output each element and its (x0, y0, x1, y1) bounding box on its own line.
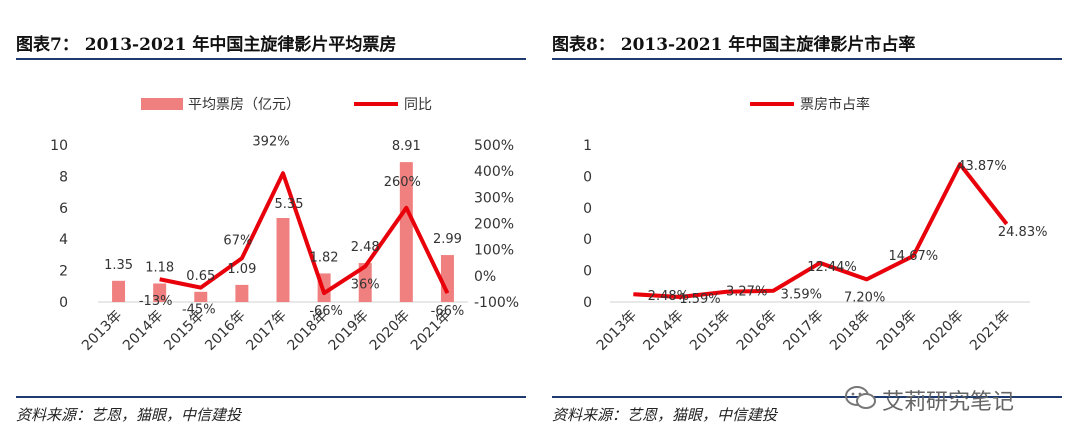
y-tick-label: 0 (583, 169, 592, 185)
right-source-note: 资料来源：艺恩，猫眼，中信建投 (552, 406, 778, 424)
x-tick-label: 2017年 (243, 308, 289, 354)
yoy-data-label: -66% (431, 304, 465, 319)
y-tick-label: 0 (583, 201, 592, 217)
bar-2013年 (112, 280, 126, 302)
bar-2021年 (440, 255, 454, 302)
bar-data-label: 5.35 (275, 197, 304, 212)
yoy-data-label: -66% (309, 304, 343, 319)
market-share-data-label: 43.87% (957, 159, 1007, 174)
left-title-rule (16, 58, 526, 60)
bar-data-label: 1.82 (310, 250, 339, 265)
market-share-data-label: 24.83% (998, 225, 1048, 240)
x-tick-label: 2021年 (967, 308, 1013, 354)
legend-bar-label: 平均票房（亿元） (188, 97, 300, 113)
x-tick-label: 2018年 (285, 308, 331, 354)
y-tick-label: 0 (583, 232, 592, 248)
yoy-line (159, 171, 450, 296)
bar-2020年 (399, 162, 413, 302)
bar-data-label: 1.09 (227, 262, 256, 277)
right-figure-title: 图表8： 2013-2021 年中国主旋律影片市占率 (552, 35, 916, 55)
yoy-data-label: 260% (384, 175, 421, 190)
x-tick-label: 2015年 (687, 308, 733, 354)
yoy-data-label: 67% (223, 233, 252, 248)
y-right-tick-label: 100% (474, 243, 514, 259)
y-right-tick-label: 0% (474, 269, 496, 285)
y-tick-label: 0 (583, 264, 592, 280)
x-tick-label: 2020年 (367, 308, 413, 354)
bar-data-label: 2.99 (433, 232, 462, 247)
bar-2015年 (194, 291, 208, 302)
bar-data-label: 0.65 (186, 269, 215, 284)
right-figure-panel: 图表8： 2013-2021 年中国主旋律影片市占率 票房市占率 0 0 0 0 0 1 2.… (552, 0, 1077, 446)
y-left-tick-label: 0 (59, 295, 68, 311)
watermark-text: 艾莉研究笔记 (882, 390, 1015, 415)
y-left-tick-label: 8 (59, 169, 68, 185)
left-figure-panel: 图表7： 2013-2021 年中国主旋律影片平均票房 平均票房（亿元） 同比 0 2… (16, 0, 541, 446)
legend-line-label: 票房市占率 (800, 96, 870, 113)
yoy-data-label: -45% (182, 303, 216, 318)
x-tick-label: 2016年 (734, 308, 780, 354)
x-tick-label: 2018年 (827, 308, 873, 354)
y-left-tick-label: 10 (50, 138, 68, 154)
watermark: 艾莉研究笔记 (832, 378, 1062, 418)
x-tick-label: 2017年 (780, 308, 826, 354)
y-right-tick-label: -100% (474, 295, 519, 311)
left-box-office-chart: 平均票房（亿元） 同比 0 2 4 6 8 10 -100% 0% 100% 200% 300% 400%… (50, 97, 519, 354)
left-source-rule (16, 396, 526, 398)
wechat-icon (845, 386, 876, 409)
legend-line-label: 同比 (404, 97, 432, 113)
left-figure-title: 图表7： 2013-2021 年中国主旋律影片平均票房 (16, 35, 397, 55)
bar-2017年 (276, 218, 290, 302)
y-tick-label: 0 (583, 295, 592, 311)
bar-data-label: 8.91 (392, 139, 421, 154)
market-share-data-label: 2.48% (648, 289, 689, 304)
x-tick-label: 2013年 (594, 308, 640, 354)
market-share-data-label: 3.59% (781, 288, 822, 303)
y-left-tick-label: 4 (59, 232, 68, 248)
right-source-rule (552, 396, 1062, 398)
bar-2016年 (235, 284, 249, 302)
right-market-share-chart: 票房市占率 0 0 0 0 0 1 2.48%1.59% 3.27% 3.59% 12.44% 7.2… (583, 96, 1048, 354)
market-share-data-label: 7.20% (844, 290, 885, 305)
bar-data-label: 1.18 (145, 260, 174, 275)
x-tick-label: 2014年 (120, 308, 166, 354)
y-right-tick-label: 300% (474, 190, 514, 206)
market-share-data-label: 14.67% (889, 249, 939, 264)
yoy-data-label: -13% (139, 294, 173, 309)
x-tick-label: 2019年 (874, 308, 920, 354)
x-tick-label: 2013年 (79, 308, 125, 354)
yoy-data-label: 392% (252, 134, 289, 149)
x-tick-label: 2014年 (640, 308, 686, 354)
y-right-tick-label: 200% (474, 217, 514, 233)
y-tick-label: 1 (583, 138, 592, 154)
y-left-tick-label: 6 (59, 201, 68, 217)
y-right-tick-label: 500% (474, 138, 514, 154)
y-left-tick-label: 2 (59, 264, 68, 280)
yoy-data-label: 36% (351, 277, 380, 292)
left-source-note: 资料来源：艺恩，猫眼，中信建投 (16, 406, 242, 424)
y-right-tick-label: 400% (474, 164, 514, 180)
bar-data-label: 1.35 (104, 258, 133, 273)
market-share-data-label: 1.59% (679, 292, 720, 307)
bar-2014年 (153, 283, 167, 302)
x-tick-label: 2020年 (920, 308, 966, 354)
bar-data-label: 2.48 (351, 240, 380, 255)
market-share-data-label: 3.27% (726, 285, 767, 300)
legend-bar-swatch (141, 98, 183, 110)
market-share-data-label: 12.44% (807, 260, 857, 275)
bar-2019年 (358, 263, 372, 302)
right-title-rule (552, 58, 1062, 60)
market-share-line (633, 162, 1009, 300)
